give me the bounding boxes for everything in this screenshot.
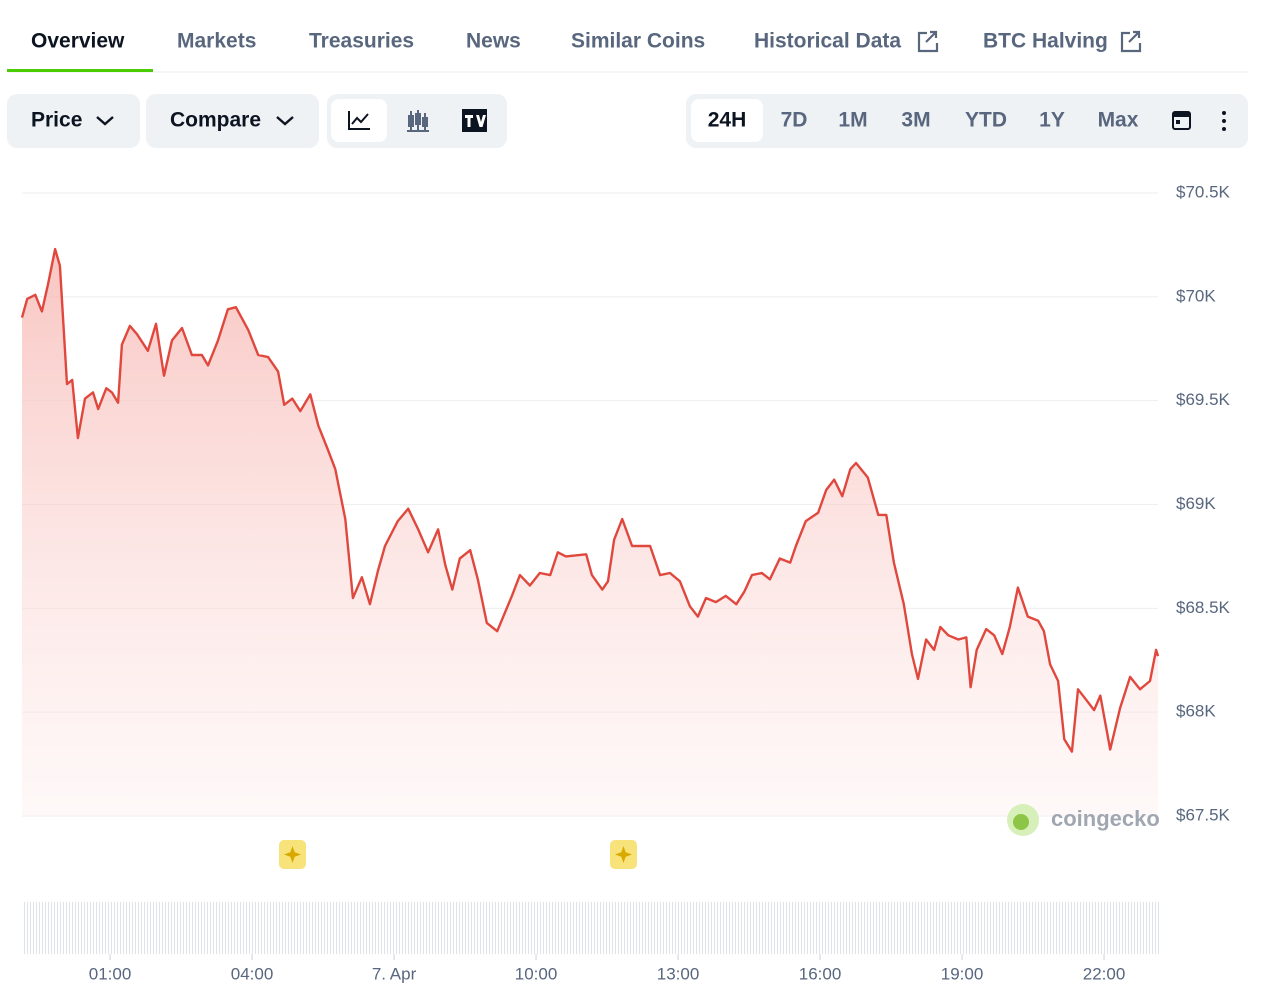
line-chart-icon <box>348 111 370 130</box>
y-tick-label: $68.5K <box>1176 598 1231 617</box>
price-dropdown[interactable] <box>7 94 140 148</box>
x-tick-label: 04:00 <box>231 964 274 983</box>
tab[interactable]: Historical Data <box>754 30 901 53</box>
range-button[interactable]: 1M <box>838 109 867 132</box>
compare-dropdown[interactable] <box>146 94 319 148</box>
x-tick-label: 16:00 <box>799 964 842 983</box>
range-selected <box>691 99 763 142</box>
volume-strip <box>22 902 1160 954</box>
event-markers <box>279 840 637 869</box>
y-tick-label: $69K <box>1176 494 1216 513</box>
x-tick-label: 22:00 <box>1083 964 1126 983</box>
range-button[interactable]: 1Y <box>1039 109 1065 132</box>
active-tab-underline <box>7 69 153 72</box>
tab[interactable]: Overview <box>31 30 125 53</box>
watermark-text: coingecko <box>1051 806 1160 831</box>
range-button[interactable]: 3M <box>901 109 930 132</box>
chevron <box>96 116 114 126</box>
tab[interactable]: Treasuries <box>309 30 414 53</box>
calendar-button[interactable] <box>1172 111 1191 130</box>
watermark: coingecko <box>1007 804 1160 836</box>
more-button[interactable] <box>1222 111 1226 131</box>
chevron <box>276 116 294 126</box>
candle-chart-button[interactable] <box>407 110 429 132</box>
range-button[interactable]: YTD <box>965 109 1007 132</box>
y-tick-label: $67.5K <box>1176 805 1231 824</box>
dropdown-label: Compare <box>170 109 261 132</box>
tradingview-icon <box>465 115 486 127</box>
tab[interactable]: BTC Halving <box>983 30 1108 53</box>
tab[interactable]: News <box>466 30 521 53</box>
external-link-icon <box>917 30 1142 53</box>
y-tick-label: $68K <box>1176 702 1216 721</box>
toolbar: Price Compare 24H 7D 1M 3M YTD 1Y Max <box>7 94 1248 148</box>
range-button[interactable]: Max <box>1098 109 1139 132</box>
y-tick-label: $70K <box>1176 286 1216 305</box>
y-tick-label: $70.5K <box>1176 182 1231 201</box>
range-button[interactable]: 7D <box>781 109 808 132</box>
price-chart: $67.5K $68K $68.5K $69K $69.5K $70K $70.5K 01:0… <box>20 182 1231 983</box>
x-tick-label: 10:00 <box>515 964 558 983</box>
tab[interactable]: Similar Coins <box>571 30 705 53</box>
tab-bar: Overview Markets Treasuries News Similar… <box>7 30 1248 73</box>
x-tick-label: 7. Apr <box>372 964 417 983</box>
price-line <box>20 247 1160 753</box>
range-group <box>686 94 1248 148</box>
dropdown-label: Price <box>31 109 82 132</box>
y-tick-label: $69.5K <box>1176 390 1231 409</box>
x-tick-label: 19:00 <box>941 964 984 983</box>
x-tick-label: 13:00 <box>657 964 700 983</box>
x-tick-label: 01:00 <box>89 964 132 983</box>
range-button[interactable]: 24H <box>708 109 747 132</box>
price-area <box>22 249 1158 817</box>
tab[interactable]: Markets <box>177 30 256 53</box>
